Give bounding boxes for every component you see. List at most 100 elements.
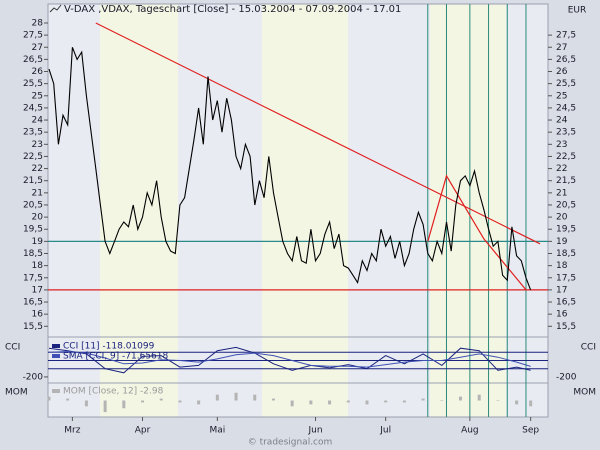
trend-line [95, 22, 541, 245]
y2-tick-label: 24 [556, 116, 568, 126]
y-tick-label: 15,5 [23, 322, 43, 332]
momentum-bar [459, 396, 463, 401]
momentum-bar [141, 400, 145, 403]
y2-tick-label: 27,5 [556, 31, 576, 41]
momentum-bar [197, 400, 201, 405]
y-tick-label: 17 [32, 285, 43, 295]
panel-label: CCI [581, 343, 596, 353]
y-tick-label: 17,5 [23, 273, 43, 283]
y-tick-label: -200 [23, 372, 44, 382]
momentum-bar [103, 400, 107, 413]
band [100, 4, 178, 417]
momentum-bar [440, 400, 444, 401]
momentum-bar [309, 400, 313, 405]
legend-swatch [52, 389, 60, 393]
y-tick-label: 23,5 [23, 128, 43, 138]
trend-line [427, 174, 527, 291]
chart-icon [49, 4, 62, 13]
y2-tick-label: 15,5 [556, 322, 576, 332]
y-tick-label: 16,5 [23, 298, 43, 308]
momentum-bar [346, 400, 350, 403]
y2-tick-label: 26 [556, 67, 568, 77]
momentum-bar [515, 400, 519, 405]
momentum-bar [477, 394, 481, 401]
momentum-bar [159, 398, 163, 401]
panel-label: MOM [5, 388, 28, 398]
y-tick-label: 20 [32, 213, 44, 223]
momentum-bar [496, 400, 500, 401]
x-tick-label: Sep [522, 426, 539, 436]
y-tick-label: 18 [32, 261, 44, 271]
momentum-bar [47, 396, 51, 401]
momentum-bar [421, 398, 425, 401]
x-tick-label: Jul [379, 426, 391, 436]
y-tick-label: 26,5 [23, 55, 43, 65]
y-tick-label: 27 [32, 43, 43, 53]
y2-tick-label: 25,5 [556, 79, 576, 89]
y2-tick-label: 17 [556, 285, 567, 295]
indicator-line [48, 346, 531, 374]
y-tick-label: 22,5 [23, 152, 43, 162]
x-tick-label: Jun [308, 426, 323, 436]
y2-tick-label: 27 [556, 43, 567, 53]
y-tick-label: 25,5 [23, 79, 43, 89]
momentum-bar [122, 400, 126, 409]
y2-tick-label: 20 [556, 213, 568, 223]
band [506, 4, 548, 417]
chart-title: V-DAX ,VDAX, Tageschart [Close] - 15.03.… [64, 4, 401, 15]
y-tick-label: 26 [32, 67, 44, 77]
momentum-bar [215, 394, 219, 401]
y-tick-label: 24 [32, 116, 44, 126]
y2-tick-label: 21 [556, 188, 567, 198]
y2-tick-label: 17,5 [556, 273, 576, 283]
band [348, 4, 430, 417]
y2-tick-label: 16,5 [556, 298, 576, 308]
momentum-bar [253, 394, 257, 401]
legend-swatch [52, 354, 60, 358]
y2-tick-label: 18,5 [556, 249, 576, 259]
y2-tick-label: 23 [556, 140, 567, 150]
y2-tick-label: 22,5 [556, 152, 576, 162]
band [48, 4, 100, 417]
y-tick-label: 24,5 [23, 103, 43, 113]
x-tick-label: Mrz [64, 426, 80, 436]
band [262, 4, 348, 417]
y-tick-label: 23 [32, 140, 43, 150]
momentum-bar [290, 400, 294, 407]
momentum-bar [402, 400, 406, 403]
y2-tick-label: 16 [556, 310, 568, 320]
y-tick-label: 27,5 [23, 31, 43, 41]
y2-tick-label: 21,5 [556, 176, 576, 186]
y-tick-label: 19 [32, 237, 44, 247]
y2-tick-label: 19,5 [556, 225, 576, 235]
momentum-bar [365, 400, 369, 405]
momentum-bar [328, 400, 332, 405]
y-tick-label: 21,5 [23, 176, 43, 186]
legend-entry: SMA [CCI, 9] -71.65618 [63, 352, 169, 362]
y-tick-label: 18,5 [23, 249, 43, 259]
momentum-bar [66, 398, 70, 401]
y-tick-label: 21 [32, 188, 43, 198]
momentum-bar [178, 400, 182, 403]
y-tick-label: 16 [32, 310, 44, 320]
y-tick-label: 22 [32, 164, 43, 174]
momentum-bar [84, 400, 88, 407]
plot-frame [47, 3, 549, 418]
y2-tick-label: 25 [556, 91, 567, 101]
y2-tick-label: 26,5 [556, 55, 576, 65]
legend-swatch [52, 344, 60, 348]
y2-tick-label: -200 [556, 372, 577, 382]
momentum-bar [271, 398, 275, 401]
y2-tick-label: 23,5 [556, 128, 576, 138]
x-tick-label: Apr [135, 426, 151, 436]
legend-entry: CCI [11] -118.01099 [63, 342, 155, 352]
y2-tick-label: 20,5 [556, 200, 576, 210]
y-tick-label: 20,5 [23, 200, 43, 210]
y-tick-label: 28 [32, 18, 44, 28]
price-line [48, 47, 532, 291]
band [178, 4, 262, 417]
momentum-bar [384, 400, 388, 403]
y2-tick-label: 24,5 [556, 103, 576, 113]
indicator-line [48, 350, 531, 368]
